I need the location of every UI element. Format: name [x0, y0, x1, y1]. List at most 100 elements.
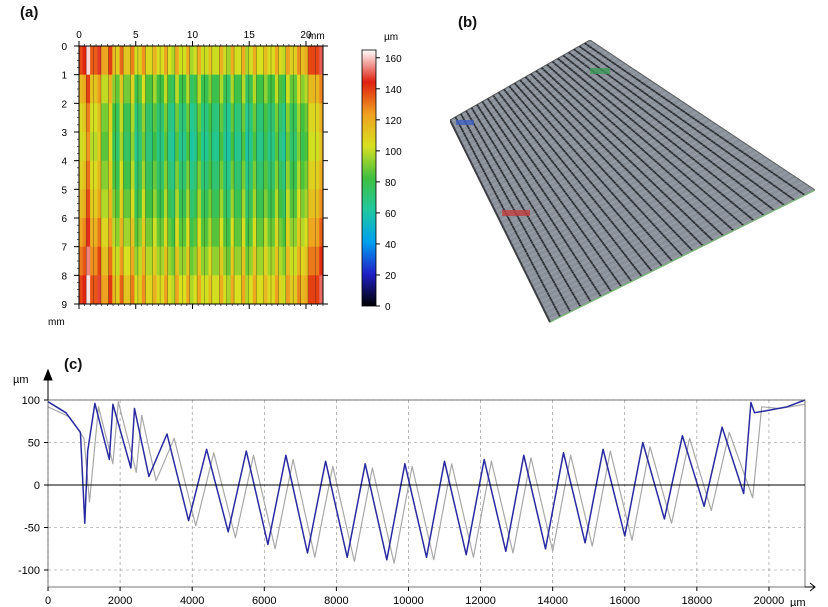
surface-texture-line: [520, 146, 751, 264]
heatmap-cell: [204, 275, 209, 305]
heatmap-cell: [134, 160, 139, 190]
heatmap-cell: [234, 246, 239, 276]
heatmap-cell: [138, 160, 143, 190]
heatmap-cell: [119, 160, 124, 190]
heatmap-cell: [237, 189, 242, 219]
heatmap-cell: [282, 103, 287, 133]
heatmap-cell: [234, 132, 239, 161]
heatmap-y-tick-label: 9: [61, 300, 67, 311]
profile-y-tick-label: -100: [18, 565, 40, 577]
heatmap-y-unit: mm: [48, 317, 65, 328]
heatmap-cell: [108, 132, 113, 161]
heatmap-cell: [260, 46, 265, 75]
heatmap-cell: [219, 46, 224, 75]
heatmap-cell: [289, 160, 294, 190]
heatmap-cell: [230, 74, 235, 104]
heatmap-cell: [245, 246, 250, 276]
heatmap-cell: [186, 218, 191, 247]
heatmap-cell: [234, 189, 239, 219]
heatmap-cell: [134, 275, 139, 305]
surface-texture-line: [546, 184, 808, 316]
heatmap-cell: [164, 246, 169, 276]
heatmap-cell: [182, 275, 187, 305]
heatmap-cell: [223, 103, 228, 133]
heatmap-cell: [249, 189, 254, 219]
heatmap-cell: [182, 46, 187, 75]
heatmap-cell: [167, 275, 172, 305]
heatmap-cell: [156, 160, 161, 190]
surface-texture-line: [526, 154, 763, 276]
heatmap-cell: [252, 103, 257, 133]
heatmap-cell: [149, 132, 154, 161]
heatmap-cell: [208, 103, 213, 133]
heatmap-cell: [223, 46, 228, 75]
heatmap-cell: [256, 74, 261, 104]
surface-texture-line: [513, 134, 733, 249]
surface-texture-line: [545, 183, 806, 314]
heatmap-cell: [115, 189, 120, 219]
heatmap-cell: [175, 275, 180, 305]
surface-texture-line: [459, 54, 613, 141]
heatmap-cell: [152, 218, 157, 247]
heatmap-cell: [171, 74, 176, 104]
heatmap-cell: [178, 132, 183, 161]
heatmap-cell: [127, 74, 132, 104]
heatmap-cell: [115, 275, 120, 305]
heatmap-cell: [156, 189, 161, 219]
heatmap-cell: [219, 275, 224, 305]
heatmap-cell: [241, 103, 246, 133]
profile-chart: 100 50 0 -50 -100 0 2000 4000 6000 8000 10000 1200…: [13, 368, 816, 607]
heatmap-cell: [271, 74, 276, 104]
heatmap-cell: [186, 103, 191, 133]
heatmap-cell: [79, 275, 83, 305]
heatmap-cell: [204, 132, 209, 161]
heatmap-cell: [219, 160, 224, 190]
heatmap-cell: [171, 103, 176, 133]
heatmap-cell: [134, 132, 139, 161]
heatmap-cell: [212, 218, 217, 247]
heatmap-cell: [86, 74, 91, 104]
heatmap-cell: [311, 103, 316, 133]
heatmap-cell: [234, 103, 239, 133]
surface-texture-line: [534, 166, 781, 291]
heatmap-cell: [226, 218, 231, 247]
surface-texture-line: [473, 74, 643, 168]
heatmap-cell: [315, 103, 320, 133]
heatmap-cell: [212, 246, 217, 276]
heatmap-cell: [311, 160, 316, 190]
heatmap-cell: [97, 189, 102, 219]
heatmap-cell: [256, 103, 261, 133]
heatmap-cell: [319, 132, 324, 161]
heatmap-y-tick-label: 0: [61, 42, 67, 53]
heatmap-cell: [230, 275, 235, 305]
profile-frame: [47, 399, 806, 588]
heatmap-cell: [152, 189, 157, 219]
surface-texture-line: [528, 158, 768, 280]
heatmap-cell: [86, 189, 91, 219]
heatmap-cell: [300, 132, 305, 161]
heatmap-cell: [319, 218, 324, 247]
heatmap-cell: [160, 275, 165, 305]
heatmap-cell: [315, 132, 320, 161]
heatmap-cell: [230, 46, 235, 75]
heatmap-cell: [123, 189, 128, 219]
heatmap-cell: [138, 46, 143, 75]
heatmap-cell: [123, 275, 128, 305]
heatmap-y-tick-label: 7: [61, 243, 67, 254]
heatmap-cell: [274, 46, 279, 75]
heatmap-cell: [141, 103, 146, 133]
heatmap-cell: [300, 103, 305, 133]
heatmap-cell: [149, 246, 154, 276]
heatmap-cell: [79, 103, 83, 133]
heatmap-cell: [145, 189, 150, 219]
heatmap-cell: [319, 189, 324, 219]
heatmap-cell: [208, 160, 213, 190]
heatmap-cell: [204, 246, 209, 276]
heatmap-cell: [223, 74, 228, 104]
surface-texture-line: [547, 186, 811, 318]
profile-x-tick-label: 10000: [393, 595, 424, 607]
heatmap-cell: [97, 103, 102, 133]
heatmap-cell: [90, 218, 95, 247]
heatmap-cell: [79, 46, 83, 75]
heatmap-cell: [297, 246, 302, 276]
